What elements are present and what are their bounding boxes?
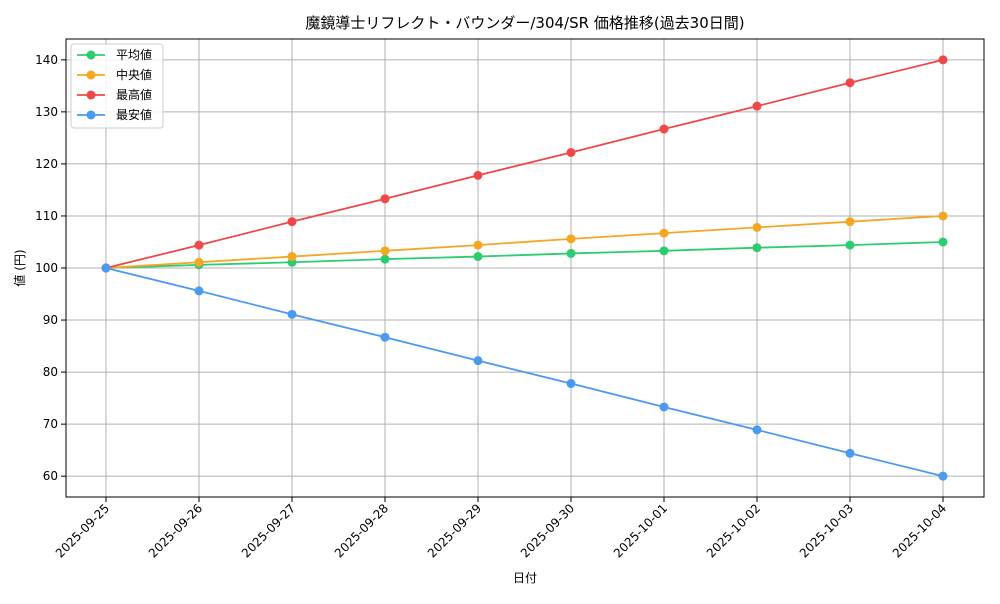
data-point	[473, 252, 483, 262]
data-point	[938, 237, 948, 247]
data-point	[380, 194, 390, 204]
data-point	[194, 257, 204, 267]
y-tick-label: 70	[43, 417, 58, 431]
legend-label: 最安値	[116, 107, 152, 122]
legend-marker	[86, 90, 96, 100]
legend-label: 中央値	[116, 67, 152, 82]
legend-item: 最安値	[77, 107, 152, 122]
data-point	[566, 248, 576, 258]
data-point	[194, 240, 204, 250]
x-axis-ticks: 2025-09-25 2025-09-26 2025-09-27 2025-09-28…	[53, 497, 949, 560]
data-point	[194, 286, 204, 296]
data-point	[845, 240, 855, 250]
data-point	[473, 356, 483, 366]
data-point	[566, 234, 576, 244]
data-point	[287, 252, 297, 262]
data-point	[659, 124, 669, 134]
data-point	[659, 246, 669, 256]
legend-label: 平均値	[116, 47, 152, 62]
legend-item: 最高値	[77, 87, 152, 102]
y-tick-label: 110	[35, 209, 58, 223]
data-point	[845, 78, 855, 88]
legend-marker	[86, 110, 96, 120]
data-point	[287, 217, 297, 227]
x-tick-label: 2025-10-03	[797, 501, 856, 560]
x-axis-label: 日付	[513, 571, 537, 585]
data-point	[752, 425, 762, 435]
y-tick-label: 60	[43, 469, 58, 483]
series-layer	[101, 55, 948, 481]
series-line	[105, 58, 944, 269]
data-point	[380, 246, 390, 256]
data-point	[938, 471, 948, 481]
x-tick-label: 2025-09-30	[518, 501, 577, 560]
legend-marker	[86, 50, 96, 60]
data-point	[380, 254, 390, 264]
data-point	[566, 379, 576, 389]
x-tick-label: 2025-09-26	[146, 501, 205, 560]
y-tick-label: 90	[43, 313, 58, 327]
series-最安値	[101, 263, 948, 481]
data-point	[287, 309, 297, 319]
y-tick-label: 130	[35, 105, 58, 119]
series-line	[105, 267, 944, 478]
legend-item: 平均値	[77, 47, 152, 62]
data-point	[101, 263, 111, 273]
data-point	[752, 222, 762, 232]
data-point	[845, 217, 855, 227]
grid	[66, 39, 984, 497]
x-tick-label: 2025-10-01	[611, 501, 670, 560]
x-tick-label: 2025-09-27	[239, 501, 298, 560]
legend-item: 中央値	[77, 67, 152, 82]
series-中央値	[101, 211, 948, 273]
series-line	[105, 241, 944, 269]
x-tick-label: 2025-10-04	[890, 501, 949, 560]
data-point	[752, 101, 762, 111]
legend-marker	[86, 70, 96, 80]
data-point	[752, 243, 762, 253]
y-axis-ticks: 60 70 80 90 100 110 120 130 140	[35, 53, 66, 483]
y-axis-label: 値 (円)	[12, 249, 27, 286]
data-point	[380, 332, 390, 342]
y-tick-label: 100	[35, 261, 58, 275]
data-point	[938, 211, 948, 221]
series-最高値	[101, 55, 948, 273]
data-point	[566, 147, 576, 157]
legend-box	[70, 43, 164, 129]
x-tick-label: 2025-09-28	[332, 501, 391, 560]
data-point	[845, 448, 855, 458]
data-point	[659, 228, 669, 238]
y-tick-label: 120	[35, 157, 58, 171]
data-point	[659, 402, 669, 412]
x-tick-label: 2025-09-29	[425, 501, 484, 560]
data-point	[473, 240, 483, 250]
y-tick-label: 80	[43, 365, 58, 379]
x-tick-label: 2025-10-02	[704, 501, 763, 560]
legend-label: 最高値	[116, 87, 152, 102]
chart-title: 魔鏡導士リフレクト・バウンダー/304/SR 価格推移(過去30日間)	[305, 14, 744, 32]
series-line	[105, 215, 944, 269]
y-tick-label: 140	[35, 53, 58, 67]
data-point	[473, 170, 483, 180]
x-tick-label: 2025-09-25	[53, 501, 112, 560]
data-point	[938, 55, 948, 65]
